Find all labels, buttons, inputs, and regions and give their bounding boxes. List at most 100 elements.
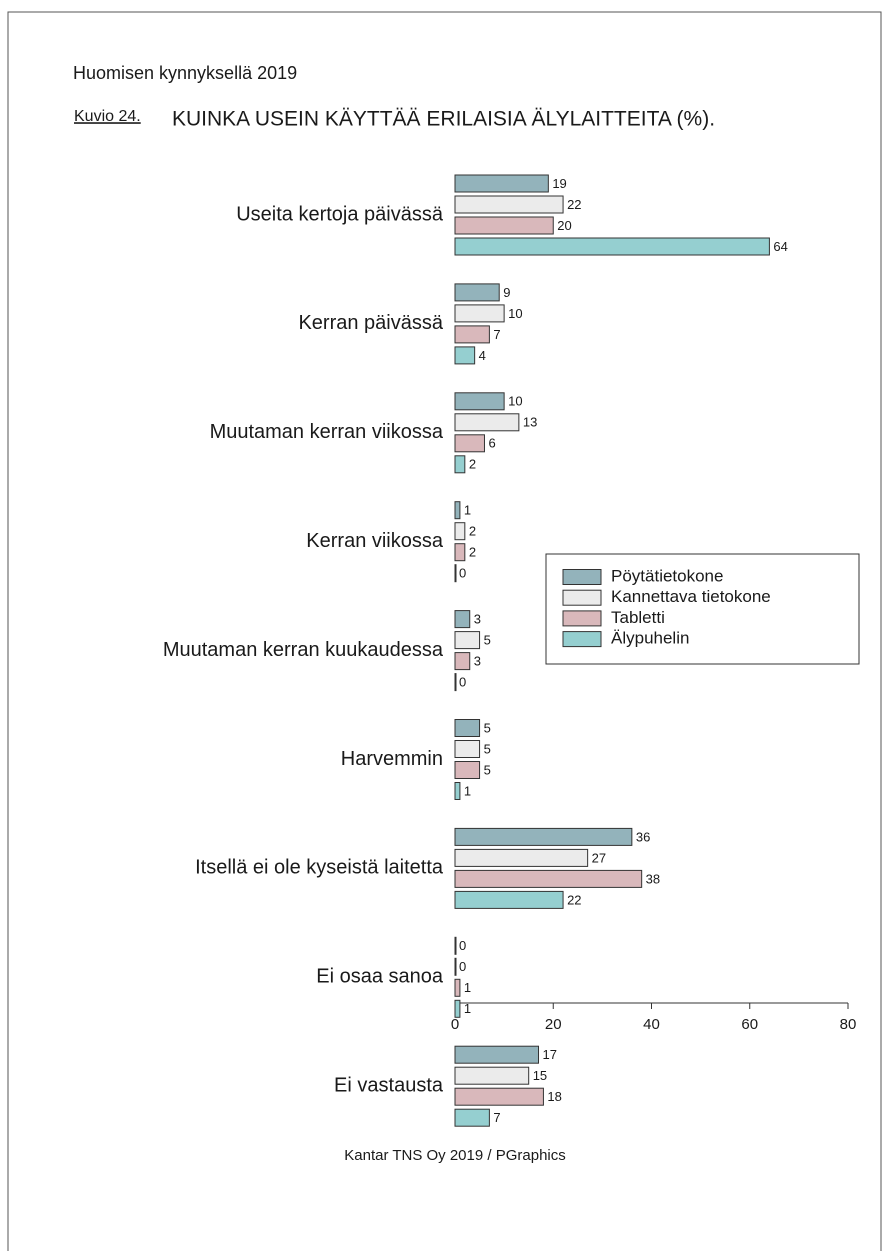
legend-swatch (562, 631, 602, 648)
bar (454, 719, 481, 737)
header: Huomisen kynnyksellä 2019 (73, 63, 297, 83)
category-label: Itsellä ei ole kyseistä laitetta (195, 857, 444, 879)
bar (454, 304, 505, 323)
category-label: Muutaman kerran viikossa (210, 421, 444, 443)
legend-swatch (562, 610, 602, 627)
value-label: 0 (459, 675, 466, 690)
value-label: 3 (474, 612, 481, 627)
bar (454, 455, 466, 474)
category-label: Ei vastausta (334, 1074, 444, 1096)
value-label: 1 (464, 783, 471, 798)
bar (454, 283, 500, 302)
value-label: 38 (646, 871, 660, 886)
value-label: 10 (508, 306, 522, 321)
legend-label: Tabletti (611, 608, 665, 627)
bar (454, 522, 466, 541)
bar (454, 782, 461, 800)
value-label: 3 (474, 654, 481, 669)
value-label: 5 (484, 720, 491, 735)
bar (454, 869, 643, 888)
bar (454, 392, 505, 411)
bar (454, 325, 490, 344)
bar (454, 978, 461, 997)
x-tick-label: 20 (545, 1016, 562, 1033)
bar (454, 631, 481, 650)
value-label: 13 (523, 415, 537, 430)
value-label: 5 (484, 762, 491, 777)
legend-label: Kannettava tietokone (611, 587, 771, 606)
value-label: 1 (464, 1001, 471, 1016)
frame (7, 11, 882, 1251)
figure-label: Kuvio 24. (74, 108, 141, 125)
value-label: 2 (469, 457, 476, 472)
bar (454, 1108, 490, 1127)
value-label: 15 (533, 1068, 547, 1083)
bar (454, 761, 481, 779)
bar (454, 652, 471, 671)
bar (454, 610, 471, 629)
bar (454, 216, 554, 235)
bar (454, 501, 461, 520)
x-tick-label: 0 (451, 1016, 459, 1033)
value-label: 2 (469, 524, 476, 539)
value-label: 20 (557, 218, 571, 233)
bar (454, 174, 549, 193)
value-label: 1 (464, 980, 471, 995)
value-label: 7 (493, 1110, 500, 1125)
bar (454, 740, 481, 758)
category-label: Muutaman kerran kuukaudessa (163, 639, 444, 661)
value-label: 17 (543, 1047, 557, 1062)
value-label: 6 (488, 436, 495, 451)
bar (454, 957, 457, 976)
category-label: Ei osaa sanoa (316, 966, 444, 988)
legend-swatch (562, 589, 602, 606)
value-label: 5 (484, 633, 491, 648)
value-label: 10 (508, 394, 522, 409)
bar (454, 346, 476, 365)
source: Kantar TNS Oy 2019 / PGraphics (344, 1147, 566, 1164)
legend-label: Pöytätietokone (611, 566, 723, 585)
value-label: 9 (503, 285, 510, 300)
value-label: 0 (459, 959, 466, 974)
value-label: 2 (469, 545, 476, 560)
x-tick-label: 60 (741, 1016, 758, 1033)
bar (454, 890, 564, 909)
value-label: 27 (592, 850, 606, 865)
x-tick-label: 40 (643, 1016, 660, 1033)
x-tick-label: 80 (840, 1016, 857, 1033)
value-label: 36 (636, 829, 650, 844)
value-label: 4 (479, 348, 486, 363)
value-label: 22 (567, 892, 581, 907)
value-label: 18 (547, 1089, 561, 1104)
bar (454, 237, 770, 256)
value-label: 1 (464, 503, 471, 518)
chart-title: KUINKA USEIN KÄYTTÄÄ ERILAISIA ÄLYLAITTE… (172, 108, 715, 131)
bar (454, 848, 589, 867)
bar (454, 673, 457, 692)
bar (454, 543, 466, 562)
value-label: 22 (567, 197, 581, 212)
bar (454, 827, 633, 846)
bar (454, 1087, 544, 1106)
bar (454, 434, 485, 453)
category-label: Harvemmin (341, 748, 443, 770)
bar (454, 1045, 540, 1064)
bar (454, 1066, 530, 1085)
bar (454, 195, 564, 214)
value-label: 7 (493, 327, 500, 342)
category-label: Kerran viikossa (306, 530, 444, 552)
value-label: 0 (459, 938, 466, 953)
category-label: Kerran päivässä (298, 312, 443, 334)
legend-label: Älypuhelin (611, 629, 689, 648)
bar (454, 564, 457, 583)
bar (454, 413, 520, 432)
legend-swatch (562, 569, 602, 585)
category-label: Useita kertoja päivässä (236, 203, 444, 225)
bar (454, 936, 457, 955)
value-label: 5 (484, 741, 491, 756)
value-label: 64 (773, 239, 787, 254)
value-label: 19 (552, 176, 566, 191)
value-label: 0 (459, 566, 466, 581)
bar (454, 999, 461, 1018)
